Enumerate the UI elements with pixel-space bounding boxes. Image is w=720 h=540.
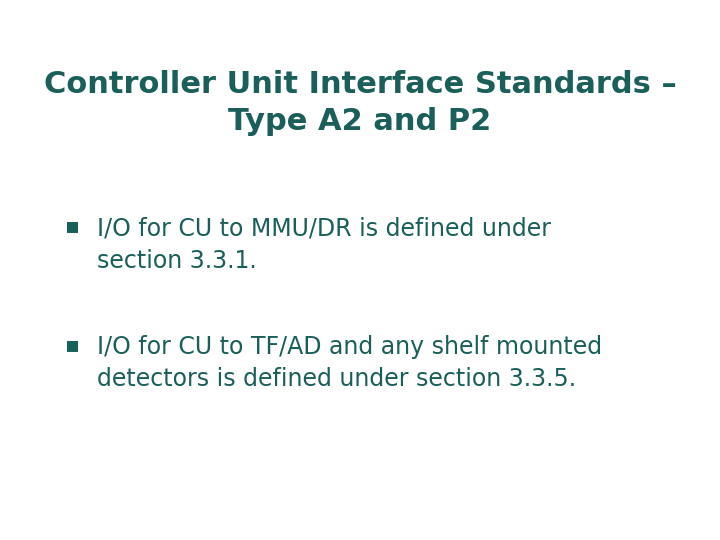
Text: I/O for CU to MMU/DR is defined under
section 3.3.1.: I/O for CU to MMU/DR is defined under se… [97, 216, 552, 273]
Text: ▪: ▪ [65, 216, 80, 236]
Text: I/O for CU to TF/AD and any shelf mounted
detectors is defined under section 3.3: I/O for CU to TF/AD and any shelf mounte… [97, 335, 603, 392]
Text: Controller Unit Interface Standards –
Type A2 and P2: Controller Unit Interface Standards – Ty… [44, 70, 676, 136]
Text: ▪: ▪ [65, 335, 80, 355]
